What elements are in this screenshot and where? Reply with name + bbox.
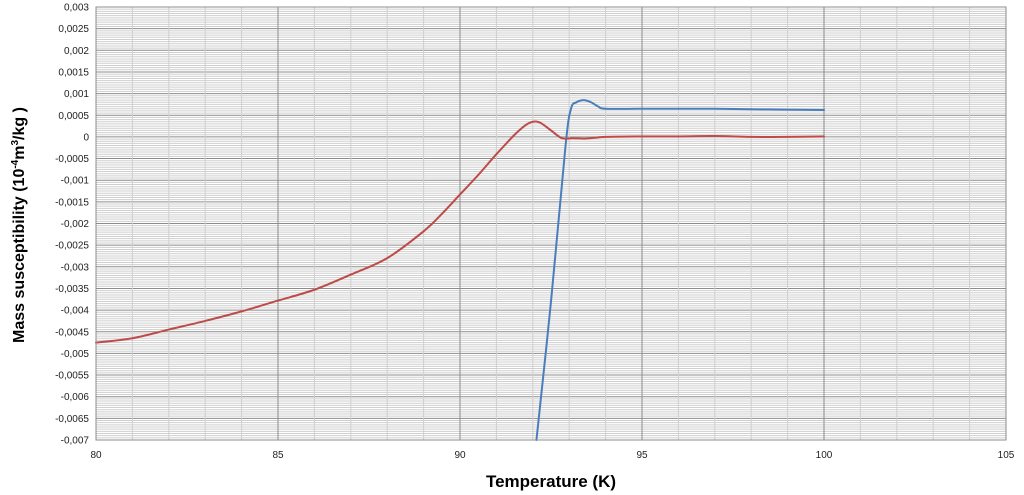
- y-axis-title-end: /kg ): [11, 107, 28, 140]
- plot-area-border: [95, 6, 1007, 441]
- x-axis-title: Temperature (K): [486, 472, 616, 491]
- y-tick-label: 0,003: [64, 3, 89, 14]
- x-tick-label: 95: [636, 450, 648, 461]
- x-tick-label: 105: [998, 450, 1015, 461]
- gridlines: [95, 6, 1007, 441]
- y-axis-title-main: Mass susceptibility (10: [11, 169, 28, 343]
- y-tick-label: -0,005: [61, 349, 90, 360]
- y-tick-label: -0,0055: [55, 371, 89, 382]
- y-tick-label: -0,003: [61, 262, 90, 273]
- y-tick-label: -0,004: [61, 306, 90, 317]
- y-axis-title-exp2: 3: [10, 140, 21, 146]
- y-tick-label: -0,0045: [55, 327, 89, 338]
- y-tick-label: -0,0065: [55, 414, 89, 425]
- y-tick-label: 0: [83, 132, 89, 143]
- series-line-2: [95, 120, 825, 344]
- series-line-1: [535, 99, 825, 441]
- y-tick-label: 0,001: [64, 89, 89, 100]
- y-tick-label: -0,0005: [55, 154, 89, 165]
- y-tick-label: 0,002: [64, 46, 89, 57]
- y-tick-label: -0,0035: [55, 284, 89, 295]
- y-tick-label: -0,001: [61, 176, 90, 187]
- y-tick-label: -0,007: [61, 436, 90, 447]
- y-axis-title-exp1: -4: [10, 159, 21, 168]
- y-tick-label: 0,0015: [58, 67, 89, 78]
- x-tick-label: 80: [90, 450, 102, 461]
- x-tick-label: 100: [816, 450, 833, 461]
- x-tick-label: 90: [454, 450, 466, 461]
- y-tick-labels: 0,003 0,0025 0,002 0,0015 0,001 0,0005 0 -0,000…: [55, 3, 89, 447]
- x-tick-label: 85: [272, 450, 284, 461]
- y-axis-title: Mass susceptibility (10-4m3/kg ): [10, 107, 28, 343]
- y-tick-label: 0,0025: [58, 24, 89, 35]
- x-tick-labels: 80 85 90 95 100 105: [90, 450, 1014, 461]
- series-lines: [95, 99, 825, 441]
- y-tick-label: -0,0025: [55, 241, 89, 252]
- y-tick-label: -0,0015: [55, 197, 89, 208]
- y-tick-label: -0,006: [61, 392, 90, 403]
- y-tick-label: -0,002: [61, 219, 90, 230]
- y-tick-label: 0,0005: [58, 111, 89, 122]
- y-axis-title-mid: m: [11, 146, 28, 160]
